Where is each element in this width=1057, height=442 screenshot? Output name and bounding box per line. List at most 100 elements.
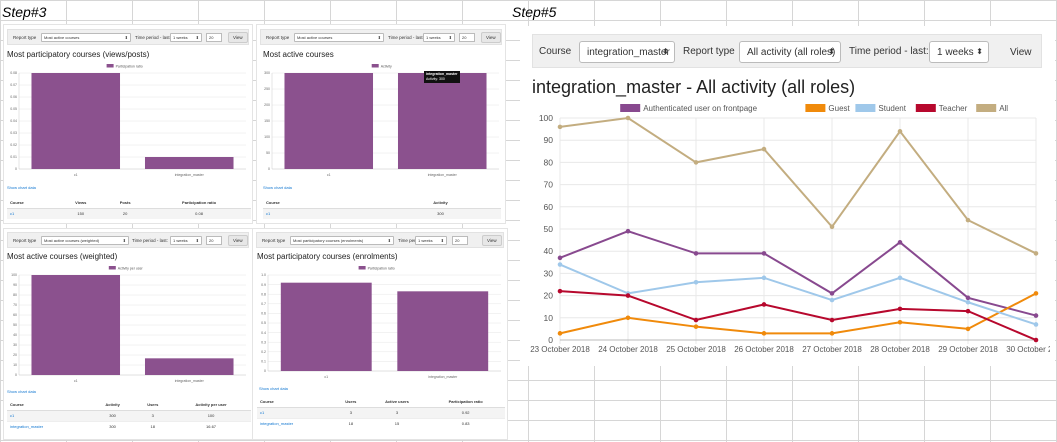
report-type-select[interactable]: Most active courses ⬍ — [294, 33, 384, 42]
y-tick-label: 0.04 — [10, 119, 17, 123]
y-tick-label: 10 — [544, 313, 554, 323]
course-select[interactable]: integration_master ⬍ — [579, 41, 675, 63]
weeks-select[interactable]: 1 weeks ⬍ — [415, 236, 447, 245]
view-button[interactable]: View — [228, 235, 248, 246]
limit-input[interactable]: 20 — [459, 33, 475, 42]
col-users: Users — [333, 396, 368, 408]
data-point — [693, 317, 699, 323]
cell: 20 — [103, 207, 148, 219]
y-tick-label: 100 — [264, 135, 270, 139]
cell: 0.92 — [426, 406, 505, 418]
step5-report-form: Course integration_master ⬍ Report type A… — [532, 34, 1042, 68]
y-tick-label: 50 — [266, 151, 270, 155]
limit-input[interactable]: 20 — [206, 236, 222, 245]
course-link[interactable]: c1 — [263, 207, 380, 219]
y-tick-label: 0.5 — [261, 321, 266, 325]
show-chart-data-link[interactable]: Show chart data — [7, 185, 36, 190]
data-point — [829, 297, 835, 303]
course-link[interactable]: c1 — [257, 406, 334, 418]
y-tick-label: 90 — [544, 135, 554, 145]
limit-input[interactable]: 20 — [452, 236, 468, 245]
report-type-select[interactable]: Most participatory courses (enrolments) ⬍ — [290, 236, 394, 245]
table-row: c1 150 20 0.08 — [7, 207, 251, 219]
table-row: c1 300 — [263, 207, 501, 219]
y-tick-label: 0.8 — [261, 292, 266, 296]
course-link[interactable]: c1 — [7, 409, 91, 421]
data-point — [897, 129, 903, 134]
y-tick-label: 100 — [11, 273, 17, 277]
show-chart-data-link[interactable]: Show chart data — [263, 185, 292, 190]
y-tick-label: 50 — [13, 323, 17, 327]
weeks-select[interactable]: 1 weeks ⬍ — [423, 33, 455, 42]
view-button[interactable]: View — [228, 32, 248, 43]
data-point — [897, 319, 903, 325]
legend-label: Participation ratio — [368, 266, 395, 270]
cell: 3 — [134, 409, 172, 421]
data-point — [897, 240, 903, 245]
col-views: Views — [58, 197, 104, 209]
line-chart: Authenticated user on frontpage Guest Stud… — [530, 104, 1050, 354]
weeks-select[interactable]: 1 weeks ⬍ — [170, 33, 202, 42]
y-tick-label: 250 — [264, 87, 270, 91]
show-chart-data-link[interactable]: Show chart data — [7, 389, 36, 394]
data-point — [761, 302, 767, 307]
time-period-label: Time period - last: — [849, 46, 929, 57]
report-form: Report type Most active courses ⬍ Time pe… — [7, 29, 249, 45]
data-point — [557, 288, 563, 294]
data-point — [557, 255, 563, 261]
data-point — [1033, 322, 1039, 327]
series-line — [559, 263, 1037, 326]
report-form: Report type Most active courses (weighte… — [7, 232, 249, 248]
report-type-label: Report type — [262, 238, 286, 243]
y-tick-label: 80 — [13, 293, 17, 297]
data-point — [625, 315, 631, 321]
data-point — [761, 331, 767, 336]
cell: 0.08 — [147, 207, 251, 219]
cell: 150 — [58, 207, 104, 219]
data-point — [965, 308, 971, 314]
course-link[interactable]: c1 — [7, 207, 59, 219]
report-type-label: Report type — [13, 35, 37, 40]
x-tick-label: c1 — [327, 173, 331, 177]
legend-label: Student — [878, 104, 906, 113]
course-link[interactable]: integration_master — [7, 420, 91, 432]
report-form: Report type Most active courses ⬍ Time pe… — [260, 29, 502, 45]
y-tick-label: 0.6 — [261, 312, 266, 316]
data-point — [625, 228, 631, 234]
data-point — [965, 295, 971, 301]
y-tick-label: 40 — [544, 246, 554, 256]
tooltip-line: Activity: 300 — [426, 77, 445, 81]
data-point — [965, 326, 971, 332]
cell: 300 — [90, 420, 135, 432]
y-tick-label: 150 — [264, 119, 270, 123]
report-type-select[interactable]: All activity (all roles) ⬍ — [739, 41, 841, 63]
chart-title: Most active courses — [263, 50, 334, 59]
x-tick-label: 26 October 2018 — [734, 345, 794, 354]
series-line — [559, 230, 1037, 317]
course-link[interactable]: integration_master — [257, 417, 334, 429]
y-tick-label: 90 — [13, 283, 17, 287]
show-chart-data-link[interactable]: Show chart data — [259, 386, 288, 391]
view-button[interactable]: View — [481, 32, 501, 43]
data-point — [761, 251, 767, 256]
weeks-select[interactable]: 1 weeks ⬍ — [929, 41, 989, 63]
report-type-select[interactable]: Most active courses (weighted) ⬍ — [41, 236, 129, 245]
bar — [31, 73, 121, 169]
legend-label: Authenticated user on frontpage — [643, 104, 757, 113]
report-type-select[interactable]: Most active courses ⬍ — [41, 33, 131, 42]
weeks-select[interactable]: 1 weeks ⬍ — [170, 236, 202, 245]
view-button[interactable]: View — [1001, 41, 1041, 63]
y-tick-label: 70 — [544, 180, 554, 190]
col-ratio: Participation ratio — [147, 197, 251, 209]
col-course: Course — [263, 197, 380, 209]
limit-input[interactable]: 20 — [206, 33, 222, 42]
data-point — [1033, 251, 1039, 256]
view-button[interactable]: View — [482, 235, 502, 246]
x-tick-label: 23 October 2018 — [530, 345, 590, 354]
y-tick-label: 80 — [544, 157, 554, 167]
y-tick-label: 300 — [264, 71, 270, 75]
series-line — [559, 290, 1037, 341]
col-posts: Posts — [103, 197, 148, 209]
data-point — [625, 293, 631, 298]
